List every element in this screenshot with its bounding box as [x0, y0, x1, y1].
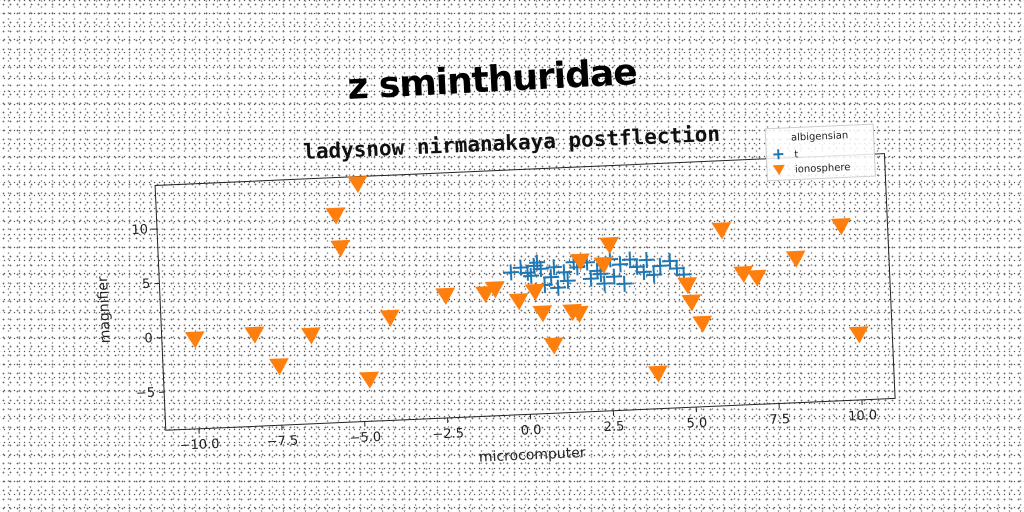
point-ionosphere	[302, 328, 321, 344]
point-ionosphere	[649, 366, 668, 382]
point-ionosphere	[533, 306, 552, 322]
x-tick-label: 5.0	[686, 416, 707, 432]
y-tick-label: 10	[131, 222, 148, 238]
point-ionosphere	[526, 284, 545, 300]
x-tick-label: 0.0	[520, 423, 541, 439]
point-t	[616, 275, 633, 292]
point-ionosphere	[326, 208, 345, 224]
point-ionosphere	[787, 251, 806, 267]
plot-area-frame	[155, 154, 895, 431]
legend-label-t: t	[794, 149, 798, 160]
chart-title: ladysnow nirmanakaya postflection	[303, 122, 721, 164]
point-ionosphere	[682, 295, 701, 311]
point-t	[503, 264, 520, 281]
point-ionosphere	[381, 310, 400, 326]
point-ionosphere	[600, 237, 619, 253]
point-ionosphere	[678, 278, 697, 294]
y-axis-label: magnifier	[95, 276, 114, 344]
point-ionosphere	[331, 240, 350, 256]
x-tick-label: −5.0	[349, 430, 381, 446]
point-ionosphere	[545, 338, 564, 354]
point-ionosphere	[360, 372, 379, 388]
x-tick-label: 7.5	[769, 412, 790, 428]
point-ionosphere	[850, 327, 869, 343]
x-tick-label: −7.5	[266, 433, 298, 449]
point-ionosphere	[693, 316, 712, 332]
x-tick-label: 10.0	[848, 408, 878, 424]
point-ionosphere	[832, 219, 851, 235]
x-tick-label: −2.5	[432, 426, 464, 442]
point-ionosphere	[510, 294, 529, 310]
point-ionosphere	[245, 327, 264, 343]
point-ionosphere	[712, 223, 731, 239]
y-axis: −5 0 5 10	[129, 222, 165, 401]
x-axis-label: microcomputer	[479, 445, 587, 466]
point-ionosphere	[436, 288, 455, 304]
point-ionosphere	[186, 332, 205, 348]
point-ionosphere	[748, 270, 767, 286]
y-tick-label: 0	[144, 331, 153, 346]
plot-markers	[179, 155, 869, 402]
point-ionosphere	[348, 176, 367, 192]
x-tick-label: −10.0	[179, 437, 219, 454]
x-axis: −10.0 −7.5 −5.0 −2.5 0.0 2.5 5.0 7.5 10.0	[179, 399, 877, 453]
y-tick-label: 5	[142, 277, 151, 292]
x-tick-label: 2.5	[603, 419, 624, 435]
chart-figure: ladysnow nirmanakaya postflection −10.0−…	[89, 115, 897, 482]
point-ionosphere	[270, 359, 289, 375]
y-tick-label: −5	[136, 386, 156, 402]
